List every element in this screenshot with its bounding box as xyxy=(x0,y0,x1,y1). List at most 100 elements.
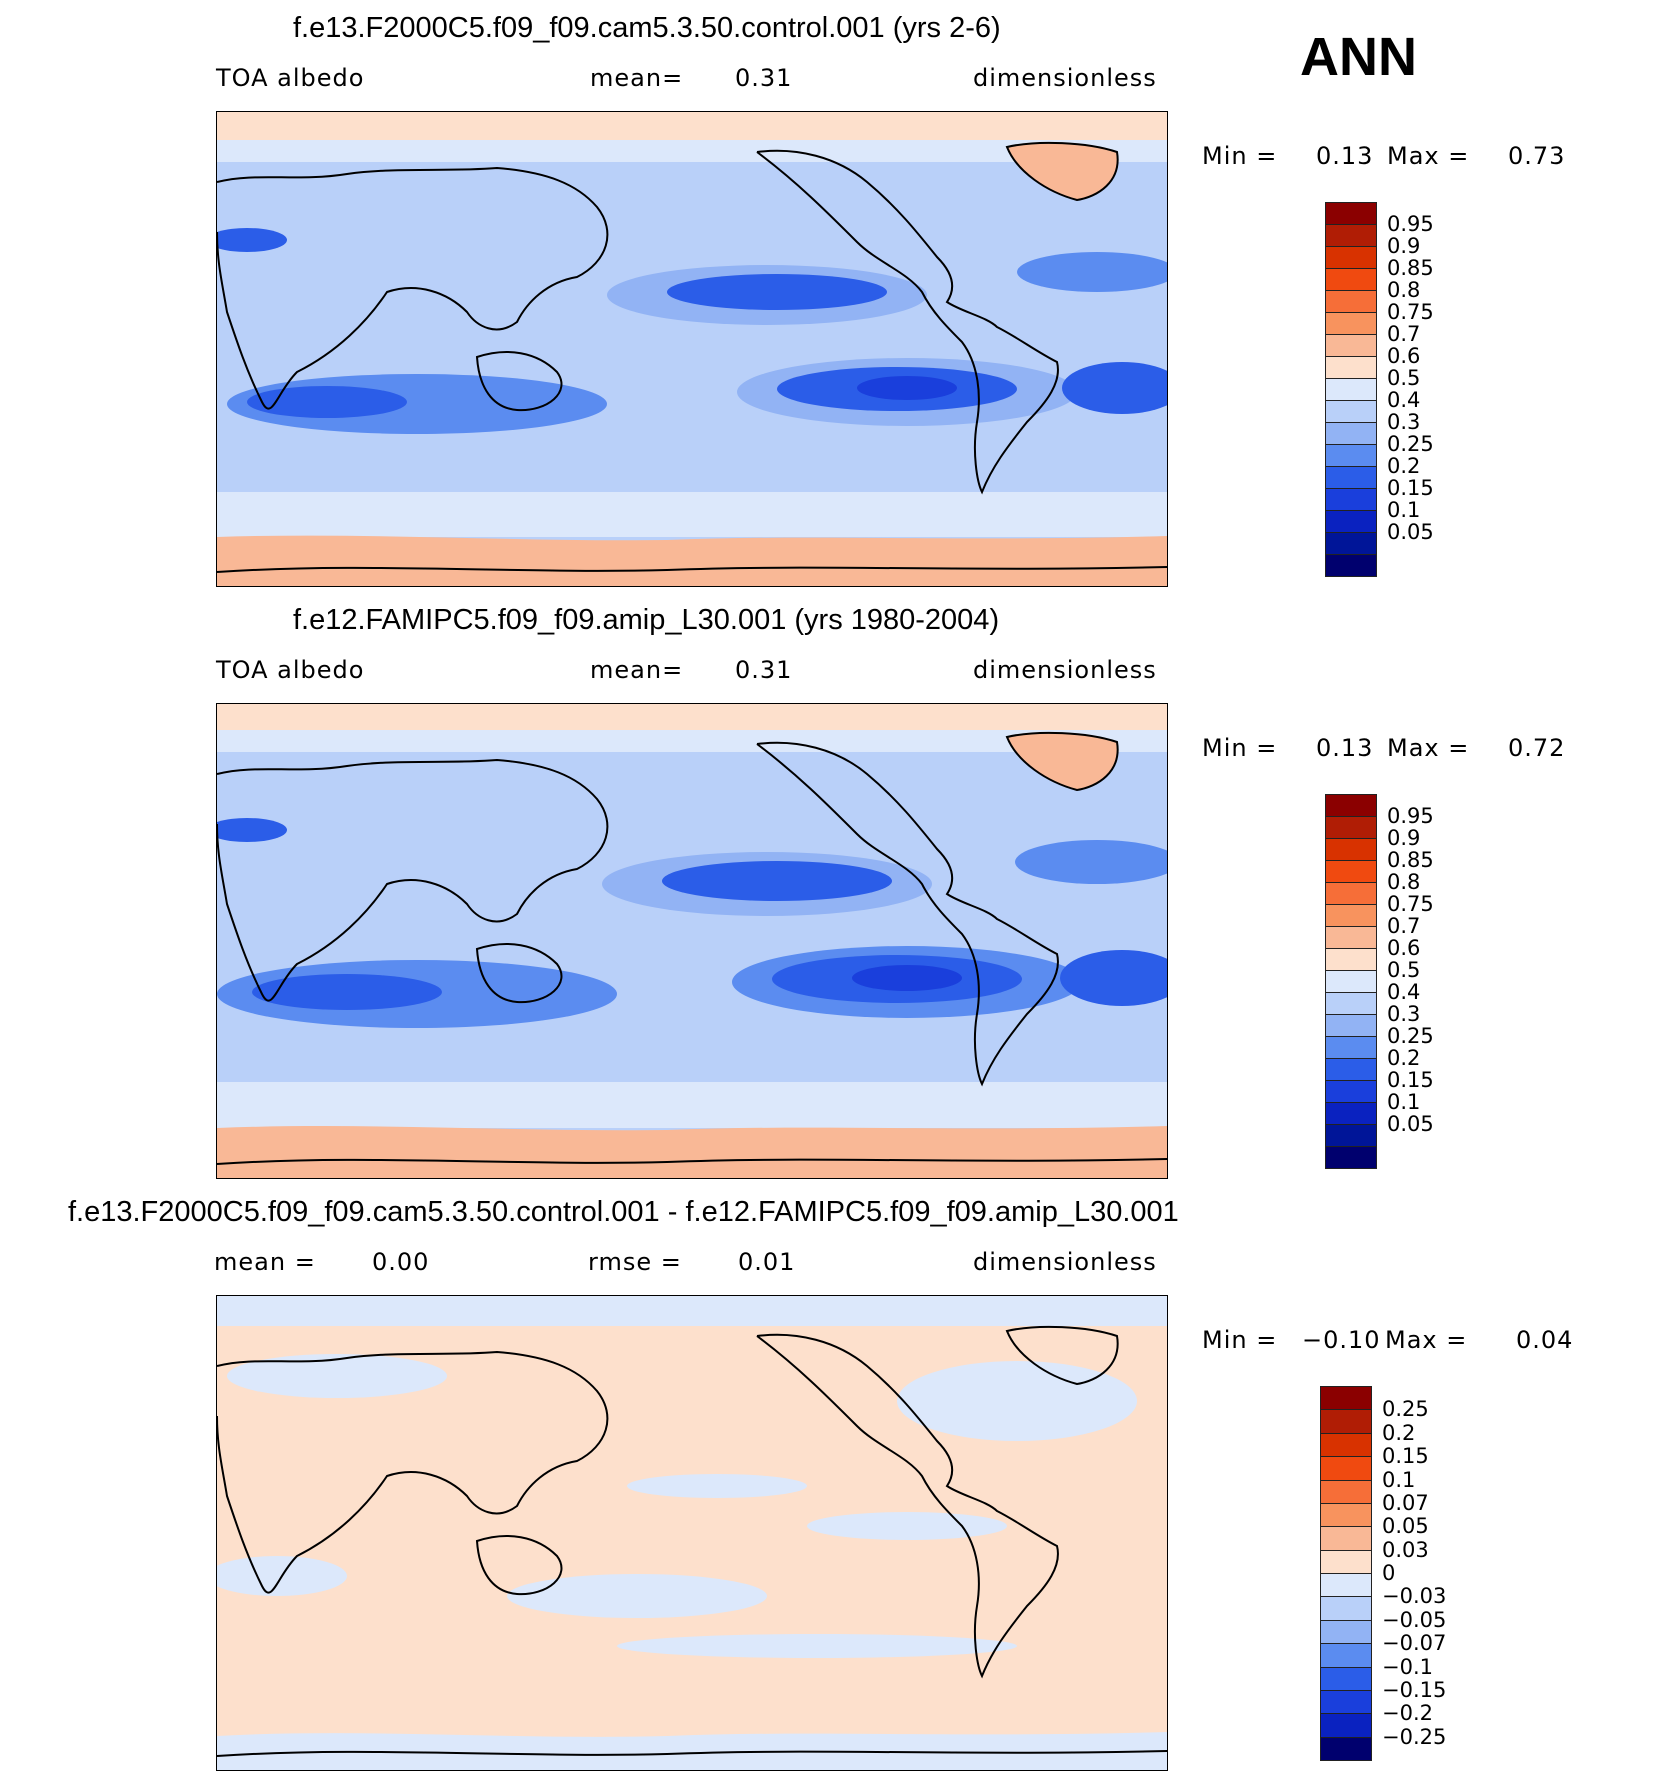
colorbar-swatch xyxy=(1325,1124,1377,1147)
colorbar-tick-label: 0.4 xyxy=(1387,388,1421,412)
colorbar-swatch xyxy=(1320,1643,1372,1668)
colorbar-tick-label: 0.15 xyxy=(1387,1068,1434,1092)
panel1-atlantic-field xyxy=(1062,362,1167,414)
colorbar-swatch xyxy=(1325,1080,1377,1103)
colorbar-swatch xyxy=(1320,1409,1372,1434)
colorbar-tick-label: 0.75 xyxy=(1387,300,1434,324)
colorbar-tick-label: 0.8 xyxy=(1387,278,1421,302)
panel3-colorbar: 0.25 0.2 0.15 0.1 0.07 0.05 0.03 0 −0.03 −0.05 −0.… xyxy=(1320,1386,1480,1761)
colorbar-tick-label: 0.15 xyxy=(1387,476,1434,500)
colorbar-swatch xyxy=(1325,488,1377,511)
colorbar-swatch xyxy=(1325,202,1377,225)
colorbar-swatch xyxy=(1325,816,1377,839)
colorbar-swatch xyxy=(1325,904,1377,927)
panel1-map xyxy=(216,111,1168,587)
colorbar-tick-label: 0.6 xyxy=(1387,936,1421,960)
panel2-map xyxy=(216,703,1168,1179)
colorbar-swatch xyxy=(1325,992,1377,1015)
colorbar-swatch xyxy=(1325,246,1377,269)
colorbar-tick-label: 0.15 xyxy=(1382,1444,1429,1469)
panel3-antarctica-coast xyxy=(217,1750,1167,1757)
colorbar-swatch xyxy=(1325,378,1377,401)
colorbar-swatch xyxy=(1325,1036,1377,1059)
panel2-max-value: 0.72 xyxy=(1508,734,1566,762)
colorbar-tick-label: 0.25 xyxy=(1387,1024,1434,1048)
colorbar-swatch xyxy=(1320,1666,1372,1691)
colorbar-swatch xyxy=(1320,1573,1372,1598)
panel3-map-svg xyxy=(217,1296,1167,1770)
colorbar-swatch xyxy=(1325,970,1377,993)
panel1-australia-coast xyxy=(475,351,563,412)
colorbar-swatch xyxy=(1325,554,1377,577)
colorbar-swatch xyxy=(1320,1549,1372,1574)
colorbar-tick-label: 0.2 xyxy=(1382,1420,1416,1445)
colorbar-tick-label: 0.95 xyxy=(1387,212,1434,236)
panel3-min-value: −0.10 xyxy=(1302,1326,1381,1354)
panel3-americas-coast xyxy=(756,1333,1059,1679)
colorbar-swatch xyxy=(1320,1596,1372,1621)
panel1-arctic-band xyxy=(217,112,1167,140)
colorbar-tick-label: 0.25 xyxy=(1382,1397,1429,1422)
colorbar-tick-label: 0.3 xyxy=(1387,410,1421,434)
colorbar-tick-label: 0.7 xyxy=(1387,322,1421,346)
panel3-coastlines xyxy=(217,1325,1167,1757)
colorbar-swatch xyxy=(1325,466,1377,489)
panel1-greenland-coast xyxy=(1005,141,1119,202)
panel2-mean-value: 0.31 xyxy=(735,656,793,684)
colorbar-swatch xyxy=(1325,1102,1377,1125)
panel3-rmse-label: rmse = xyxy=(588,1248,682,1276)
panel2-units-label: dimensionless xyxy=(973,656,1157,684)
panel3-max-value: 0.04 xyxy=(1516,1326,1574,1354)
panel3-eurasia-africa-coast xyxy=(217,1350,609,1594)
colorbar-swatch xyxy=(1320,1619,1372,1645)
season-label: ANN xyxy=(1300,27,1417,87)
panel3-min-label: Min = xyxy=(1202,1326,1278,1354)
panel2-colorbar: 0.95 0.9 0.85 0.8 0.75 0.7 0.6 0.5 0.4 0.3 0.25 0.2… xyxy=(1325,794,1475,1169)
panel2-eurasia-africa-coast xyxy=(217,758,609,1002)
panel3-greenland-coast xyxy=(1005,1325,1119,1386)
panel3-australia-coast xyxy=(475,1535,563,1596)
colorbar-tick-label: 0.25 xyxy=(1387,432,1434,456)
panel1-map-svg xyxy=(217,112,1167,586)
colorbar-tick-label: 0.1 xyxy=(1387,498,1421,522)
colorbar-tick-label: 0.5 xyxy=(1387,366,1421,390)
panel2-greenland-coast xyxy=(1005,731,1119,792)
panel2-indian-ocean-core xyxy=(252,974,442,1010)
colorbar-swatch xyxy=(1325,268,1377,291)
panel1-units-label: dimensionless xyxy=(973,64,1157,92)
colorbar-swatch xyxy=(1325,794,1377,817)
panel1-min-value: 0.13 xyxy=(1316,142,1374,170)
colorbar-tick-label: 0.95 xyxy=(1387,804,1434,828)
colorbar-swatch xyxy=(1325,312,1377,335)
colorbar-tick-label: −0.25 xyxy=(1382,1724,1447,1749)
colorbar-swatch xyxy=(1325,510,1377,533)
panel2-coastlines xyxy=(217,731,1167,1165)
colorbar-tick-label: −0.07 xyxy=(1382,1631,1447,1656)
panel1-max-value: 0.73 xyxy=(1508,142,1566,170)
panel3-antarctica-neg xyxy=(217,1732,1167,1770)
panel2-title: f.e12.FAMIPC5.f09_f09.amip_L30.001 (yrs … xyxy=(293,604,1000,636)
panel2-northern-band xyxy=(217,730,1167,752)
colorbar-swatch xyxy=(1320,1479,1372,1504)
colorbar-swatch xyxy=(1320,1713,1372,1738)
colorbar-tick-label: −0.15 xyxy=(1382,1677,1447,1702)
colorbar-tick-label: −0.05 xyxy=(1382,1607,1447,1632)
panel3-natl-neg xyxy=(897,1361,1137,1441)
colorbar-tick-label: 0.9 xyxy=(1387,234,1421,258)
panel2-max-label: Max = xyxy=(1387,734,1470,762)
panel1-variable-label: TOA albedo xyxy=(216,64,365,92)
colorbar-swatch xyxy=(1325,1014,1377,1037)
panel2-variable-label: TOA albedo xyxy=(216,656,365,684)
colorbar-tick-label: −0.2 xyxy=(1382,1701,1433,1726)
colorbar-tick-label: 0.3 xyxy=(1387,1002,1421,1026)
colorbar-tick-label: 0.03 xyxy=(1382,1537,1429,1562)
panel3-ep-neg xyxy=(807,1512,1007,1540)
panel1-americas-coast xyxy=(756,149,1059,495)
panel1-coastlines xyxy=(217,141,1167,573)
colorbar-swatch xyxy=(1325,290,1377,313)
panel1-mean-value: 0.31 xyxy=(735,64,793,92)
panel2-natl-field xyxy=(1015,840,1167,884)
colorbar-tick-label: −0.1 xyxy=(1382,1654,1433,1679)
colorbar-tick-label: 0.9 xyxy=(1387,826,1421,850)
colorbar-swatch xyxy=(1325,1146,1377,1169)
